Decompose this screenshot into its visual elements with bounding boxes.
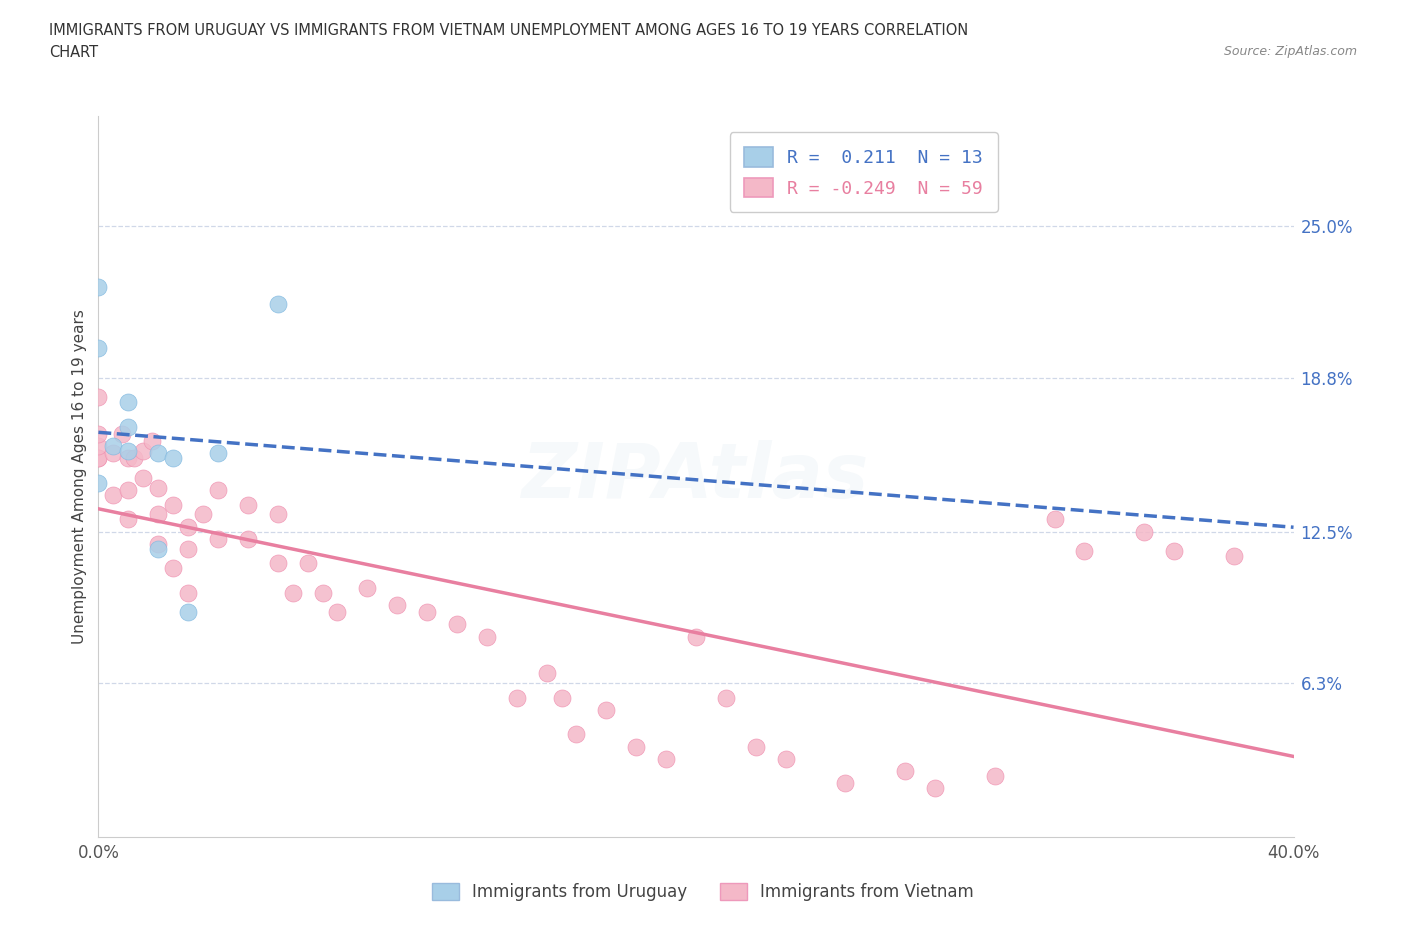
Point <box>236 498 259 512</box>
Point <box>177 585 200 600</box>
Point <box>236 531 259 546</box>
Point <box>191 507 214 522</box>
Point <box>506 690 529 705</box>
Text: Source: ZipAtlas.com: Source: ZipAtlas.com <box>1223 45 1357 58</box>
Point <box>550 690 572 705</box>
Point <box>595 702 617 717</box>
Point <box>894 764 917 778</box>
Point <box>834 776 856 790</box>
Point <box>117 419 139 434</box>
Point <box>87 427 110 442</box>
Point <box>148 446 170 461</box>
Point <box>565 727 588 742</box>
Legend: R =  0.211  N = 13, R = -0.249  N = 59: R = 0.211 N = 13, R = -0.249 N = 59 <box>730 132 998 212</box>
Point <box>207 483 229 498</box>
Point <box>1133 525 1156 539</box>
Point <box>536 666 558 681</box>
Point <box>267 556 290 571</box>
Point <box>162 561 184 576</box>
Point <box>132 471 155 485</box>
Point <box>162 498 184 512</box>
Point <box>87 451 110 466</box>
Point <box>141 433 163 448</box>
Point <box>87 439 110 454</box>
Point <box>714 690 737 705</box>
Legend: Immigrants from Uruguay, Immigrants from Vietnam: Immigrants from Uruguay, Immigrants from… <box>425 876 981 908</box>
Point <box>87 390 110 405</box>
Point <box>924 780 946 795</box>
Point <box>124 451 146 466</box>
Point <box>385 597 409 612</box>
Point <box>148 480 170 495</box>
Point <box>207 531 229 546</box>
Point <box>356 580 378 595</box>
Point <box>117 483 139 498</box>
Point <box>311 585 333 600</box>
Point <box>1043 512 1066 526</box>
Point <box>162 451 184 466</box>
Point <box>117 451 139 466</box>
Point <box>207 446 229 461</box>
Point <box>148 507 170 522</box>
Point <box>103 439 125 454</box>
Point <box>117 444 139 458</box>
Text: IMMIGRANTS FROM URUGUAY VS IMMIGRANTS FROM VIETNAM UNEMPLOYMENT AMONG AGES 16 TO: IMMIGRANTS FROM URUGUAY VS IMMIGRANTS FR… <box>49 23 969 38</box>
Point <box>103 446 125 461</box>
Point <box>655 751 678 766</box>
Point <box>984 768 1007 783</box>
Point <box>148 537 170 551</box>
Y-axis label: Unemployment Among Ages 16 to 19 years: Unemployment Among Ages 16 to 19 years <box>72 309 87 644</box>
Point <box>267 297 290 312</box>
Point <box>281 585 304 600</box>
Text: ZIPAtlas: ZIPAtlas <box>522 440 870 513</box>
Point <box>87 475 110 490</box>
Point <box>177 604 200 619</box>
Point <box>416 604 439 619</box>
Point <box>87 451 110 466</box>
Point <box>111 427 134 442</box>
Point <box>745 739 768 754</box>
Point <box>446 617 468 631</box>
Point <box>626 739 648 754</box>
Point <box>103 487 125 502</box>
Point <box>297 556 319 571</box>
Point <box>117 512 139 526</box>
Point <box>177 519 200 534</box>
Point <box>148 541 170 556</box>
Point <box>87 280 110 295</box>
Point <box>326 604 349 619</box>
Point <box>117 394 139 409</box>
Point <box>177 541 200 556</box>
Point <box>1073 544 1095 559</box>
Point <box>267 507 290 522</box>
Point <box>87 341 110 356</box>
Point <box>685 630 707 644</box>
Point <box>132 444 155 458</box>
Point <box>1223 549 1246 564</box>
Point <box>1163 544 1185 559</box>
Point <box>475 630 498 644</box>
Point <box>775 751 797 766</box>
Text: CHART: CHART <box>49 45 98 60</box>
